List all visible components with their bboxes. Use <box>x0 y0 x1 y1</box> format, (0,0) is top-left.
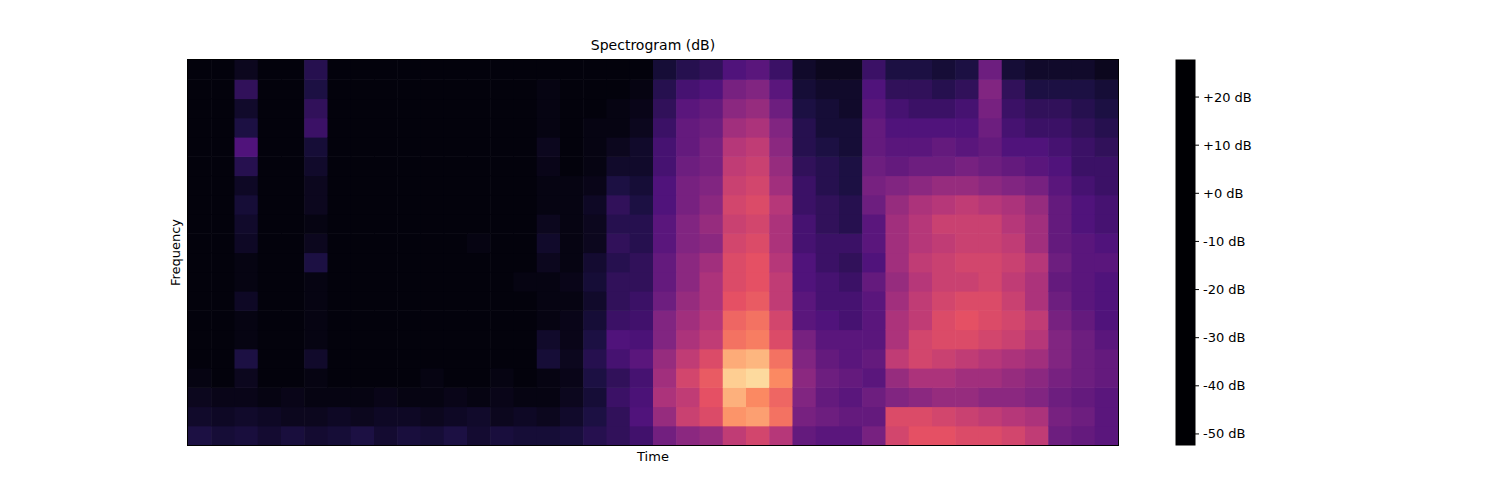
html-text:Time: Time <box>637 449 669 464</box>
svg-text:-20 dB: -20 dB <box>1203 282 1246 297</box>
svg-text:+20 dB: +20 dB <box>1203 90 1252 105</box>
svg-text:-10 dB: -10 dB <box>1203 234 1246 249</box>
html-text:Spectrogram (dB): Spectrogram (dB) <box>590 37 716 53</box>
svg-text:-50 dB: -50 dB <box>1203 426 1246 441</box>
svg-text:+10 dB: +10 dB <box>1203 138 1252 153</box>
svg-text:Frequency: Frequency <box>168 219 183 286</box>
svg-text:-30 dB: -30 dB <box>1203 330 1246 345</box>
svg-text:-40 dB: -40 dB <box>1203 378 1246 393</box>
svg-text:+0 dB: +0 dB <box>1203 186 1243 201</box>
